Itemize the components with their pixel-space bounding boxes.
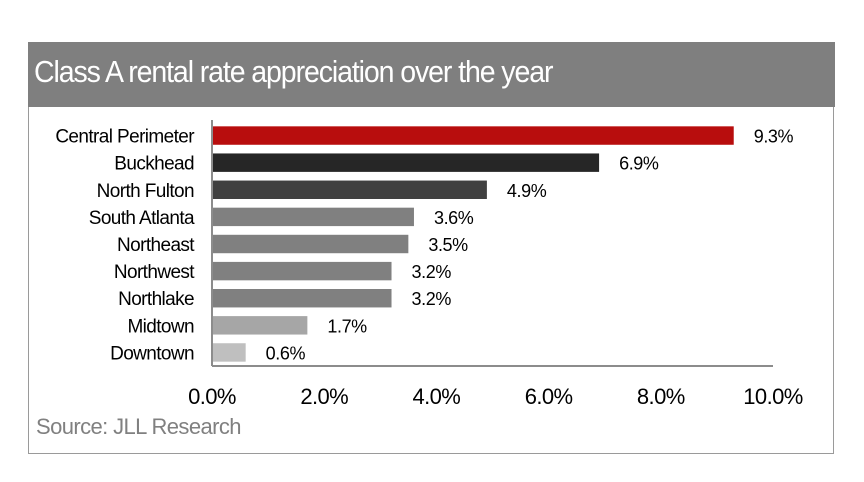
- axes-group: [211, 120, 773, 367]
- category-label: South Atlanta: [89, 208, 195, 229]
- bar-north-fulton: [213, 180, 487, 199]
- chart-frame: [28, 42, 834, 454]
- bars-group: [213, 126, 734, 362]
- category-labels: Central Perimeter Buckhead North Fulton Sou…: [55, 127, 196, 365]
- bar-south-atlanta: [213, 207, 414, 227]
- data-label: 4.9%: [507, 181, 547, 201]
- data-label: 6.9%: [619, 154, 659, 174]
- x-tick-label: 2.0%: [300, 384, 348, 409]
- x-tick-label: 6.0%: [525, 384, 573, 409]
- x-tick-label: 8.0%: [637, 384, 685, 409]
- x-tick-label: 10.0%: [743, 384, 802, 409]
- bar-downtown: [213, 343, 246, 362]
- source-note: Source: JLL Research: [36, 414, 241, 439]
- data-label: 0.6%: [266, 343, 306, 363]
- bar-northeast: [213, 234, 409, 254]
- bar-midtown: [213, 316, 308, 335]
- category-label: Northeast: [117, 235, 195, 256]
- category-label: Buckhead: [114, 154, 194, 175]
- data-label: 1.7%: [327, 316, 367, 336]
- title-bar: Class A rental rate appreciation over th…: [28, 42, 835, 107]
- category-label: Midtown: [127, 316, 194, 337]
- category-label: Northlake: [118, 289, 194, 310]
- bar-northlake: [213, 289, 392, 308]
- category-label: Downtown: [110, 343, 194, 364]
- data-label: 9.3%: [754, 127, 794, 147]
- category-label: Central Perimeter: [55, 127, 195, 148]
- category-label: Northwest: [114, 262, 195, 283]
- chart-title: Class A rental rate appreciation over th…: [34, 54, 553, 89]
- bar-buckhead: [213, 153, 600, 172]
- value-labels: 9.3% 6.9% 4.9% 3.6% 3.5% 3.2% 3.2% 1.7% 0.6%: [266, 127, 794, 364]
- data-label: 3.6%: [434, 208, 474, 228]
- data-label: 3.5%: [428, 235, 468, 255]
- category-label: North Fulton: [97, 181, 194, 202]
- data-label: 3.2%: [412, 262, 452, 282]
- x-tick-labels: 0.0% 2.0% 4.0% 6.0% 8.0% 10.0%: [188, 384, 803, 409]
- data-label: 3.2%: [412, 289, 452, 309]
- x-tick-label: 4.0%: [413, 384, 461, 409]
- bar-northwest: [213, 261, 392, 281]
- bar-central-perimeter: [213, 126, 734, 145]
- x-tick-label: 0.0%: [188, 384, 236, 409]
